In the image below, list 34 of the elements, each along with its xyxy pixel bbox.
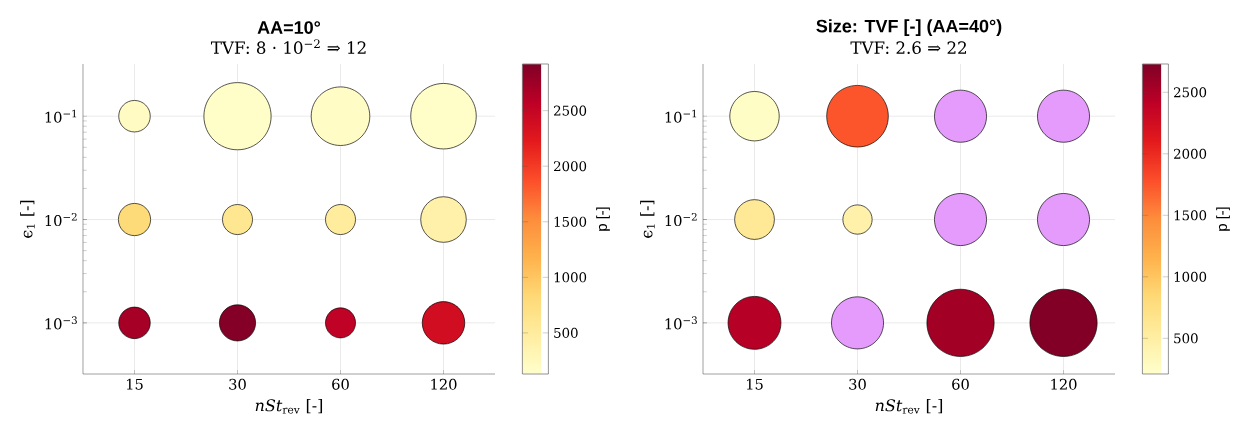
x-axis-title: nSt$_{rev}$ [-] xyxy=(875,398,943,414)
y-tick-label: 10$^{−2}$ xyxy=(45,212,77,227)
color-bar-label: 1500 xyxy=(554,216,587,227)
color-bar-label: 1500 xyxy=(1174,210,1207,221)
y-tick-label: 10$^{−1}$ xyxy=(665,109,697,123)
x-tick-label: 120 xyxy=(1051,378,1077,390)
color-bar-label: 500 xyxy=(1174,333,1198,344)
chart-subtitle: TVF: 2.6 ⇒ 22 xyxy=(850,41,967,54)
color-bar-label: 2000 xyxy=(1174,148,1207,159)
y-tick-label: 10$^{−3}$ xyxy=(665,316,697,330)
color-bar-title: p [-] xyxy=(596,207,610,231)
x-tick-label: 60 xyxy=(332,378,349,390)
x-axis-title: nSt$_{rev}$ [-] xyxy=(255,398,323,414)
x-tick-label: 30 xyxy=(229,378,246,390)
x-tick-label: 120 xyxy=(431,378,457,390)
y-axis-title: ϵ$_{1}$ [-] xyxy=(20,200,35,238)
chart-title: AA=10° xyxy=(257,21,321,34)
x-tick-label: 60 xyxy=(952,378,969,390)
chart-subtitle: TVF: 8 · 10$^{−2}$ ⇒ 12 xyxy=(210,39,366,54)
y-tick-label: 10$^{−1}$ xyxy=(45,109,77,123)
x-tick-label: 30 xyxy=(849,378,866,390)
y-tick-label: 10$^{−3}$ xyxy=(45,316,77,330)
color-bar-label: 2500 xyxy=(1174,87,1207,98)
x-tick-label: 15 xyxy=(746,378,763,390)
color-bar-label: 2500 xyxy=(554,105,587,116)
color-bar-title: p [-] xyxy=(1216,207,1230,231)
y-axis-title: ϵ$_{1}$ [-] xyxy=(640,200,655,238)
color-bar-label: 500 xyxy=(554,327,578,338)
color-bar-label: 1000 xyxy=(554,272,587,283)
color-bar-label: 1000 xyxy=(1174,271,1207,282)
color-bar-label: 2000 xyxy=(554,161,587,172)
chart-title: Size: TVF [-] (AA=40°) xyxy=(816,19,1002,37)
y-tick-label: 10$^{−2}$ xyxy=(665,212,697,227)
x-tick-label: 15 xyxy=(126,378,143,390)
